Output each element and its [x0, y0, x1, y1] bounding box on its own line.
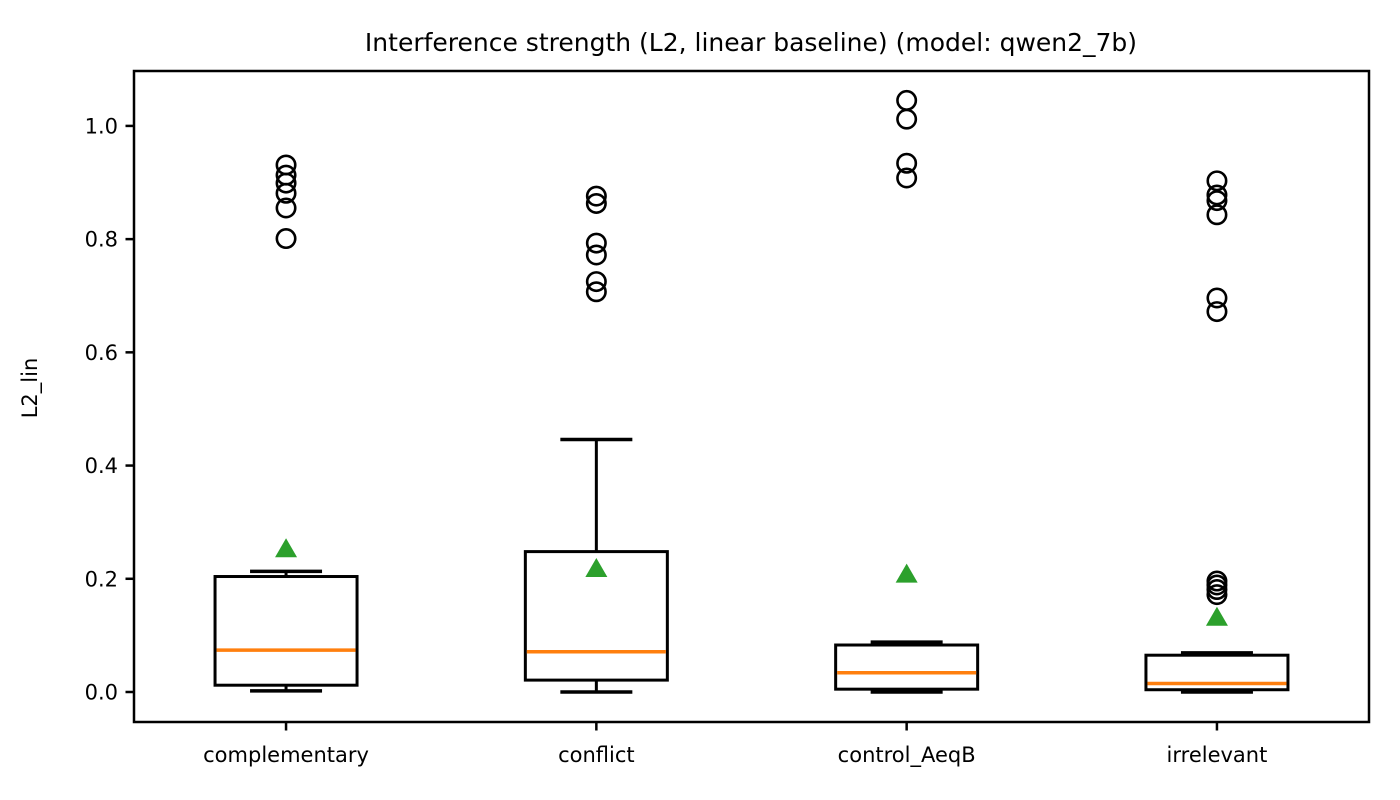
outlier-point: [1206, 170, 1228, 192]
mean-marker: [1205, 606, 1228, 626]
outlier-point: [585, 244, 607, 266]
outlier-point: [585, 232, 607, 254]
iqr-box-complementary: [213, 575, 359, 687]
outlier-point: [585, 185, 607, 207]
outlier-point: [896, 108, 918, 130]
y-tick-label: 0.6: [85, 341, 118, 365]
outlier-point: [1206, 584, 1228, 606]
outlier-point: [275, 228, 297, 250]
outlier-point: [1206, 287, 1228, 309]
outlier-point: [1206, 301, 1228, 323]
y-tick-label: 1.0: [85, 114, 118, 138]
outlier-point: [1206, 204, 1228, 226]
outlier-point: [585, 281, 607, 303]
outlier-point: [275, 197, 297, 219]
mean-marker: [275, 538, 298, 558]
axes-frame: [132, 69, 1371, 724]
y-tick-label: 0.2: [85, 567, 118, 591]
outlier-point: [585, 192, 607, 214]
outlier-point: [896, 89, 918, 111]
chart-title: Interference strength (L2, linear baseli…: [365, 28, 1137, 57]
x-tick-label: control_AeqB: [838, 743, 976, 768]
iqr-box-control_AeqB: [834, 643, 980, 691]
x-tick-label: conflict: [558, 743, 635, 767]
outlier-point: [1206, 570, 1228, 592]
y-tick-label: 0.0: [85, 680, 118, 704]
outlier-point: [275, 154, 297, 176]
x-tick-label: irrelevant: [1167, 743, 1268, 767]
outlier-point: [896, 152, 918, 174]
outlier-point: [896, 167, 918, 189]
y-tick-label: 0.8: [85, 228, 118, 252]
outlier-point: [1206, 190, 1228, 212]
outlier-point: [1206, 184, 1228, 206]
outlier-point: [585, 271, 607, 293]
y-tick-label: 0.4: [85, 454, 118, 478]
x-tick-label: complementary: [203, 743, 369, 767]
outlier-point: [275, 164, 297, 186]
plot-area: 0.0 0.2 0.4 0.6 0.8 1.0 complementary conflict c…: [85, 69, 1371, 768]
y-axis-label: L2_lin: [18, 358, 43, 419]
mean-marker: [585, 558, 608, 578]
mean-marker: [895, 563, 918, 583]
